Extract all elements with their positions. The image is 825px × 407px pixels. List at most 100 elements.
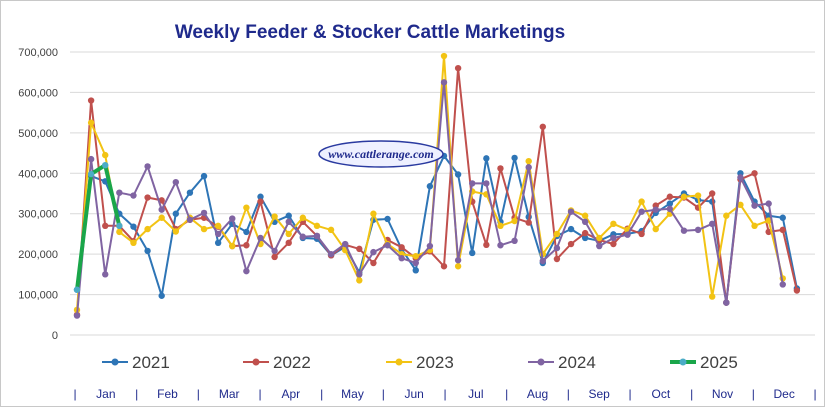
data-point	[581, 229, 589, 237]
data-point	[243, 242, 250, 249]
data-point	[581, 234, 589, 242]
data-point	[567, 225, 575, 233]
data-point	[610, 220, 617, 228]
data-point	[299, 233, 307, 240]
legend-swatch-marker	[252, 358, 260, 366]
data-point	[271, 247, 278, 255]
series-2023	[73, 52, 786, 314]
data-point	[737, 174, 744, 181]
data-point	[694, 226, 702, 234]
data-point	[680, 193, 688, 200]
month-label: Feb	[157, 387, 178, 401]
data-point	[454, 64, 462, 72]
data-point	[313, 232, 321, 240]
data-point	[483, 155, 490, 162]
data-point	[483, 180, 490, 187]
month-label: Apr	[281, 387, 300, 401]
data-point	[525, 164, 532, 171]
data-point	[751, 222, 758, 230]
data-point	[285, 212, 292, 219]
month-label: Jul	[468, 387, 483, 401]
month-separator: |	[197, 387, 200, 401]
month-label: May	[341, 387, 364, 401]
month-label: Sep	[588, 387, 610, 401]
month-label: Mar	[219, 387, 240, 401]
data-point	[172, 210, 180, 217]
data-point	[356, 277, 363, 284]
data-point	[341, 240, 349, 248]
data-point	[638, 208, 645, 215]
data-point	[285, 239, 292, 247]
data-point	[680, 227, 688, 234]
y-tick-label: 100,000	[18, 290, 58, 302]
data-point	[624, 231, 631, 238]
data-point	[285, 218, 292, 225]
month-separator: |	[505, 387, 508, 401]
data-point	[737, 201, 744, 209]
data-point	[214, 230, 222, 238]
data-point	[172, 228, 180, 235]
data-point	[356, 245, 363, 253]
data-point	[144, 163, 151, 170]
data-point	[638, 198, 645, 205]
y-tick-label: 500,000	[18, 128, 58, 140]
y-tick-label: 400,000	[18, 168, 58, 180]
y-tick-label: 700,000	[18, 47, 58, 59]
month-label: Dec	[773, 387, 794, 401]
legend-swatch-marker	[537, 358, 545, 366]
data-point	[313, 222, 321, 230]
legend-swatch-marker	[679, 358, 687, 366]
data-point	[257, 198, 264, 205]
data-point	[73, 286, 81, 293]
data-point	[454, 257, 462, 264]
legend: 2021 2022 2023 2024 2025	[102, 353, 738, 372]
data-point	[666, 205, 674, 213]
series-line	[76, 67, 798, 315]
month-separator: |	[258, 387, 261, 401]
data-point	[412, 252, 419, 260]
legend-item-2021: 2021	[102, 353, 170, 372]
data-point	[539, 257, 547, 265]
y-tick-label: 0	[52, 330, 58, 342]
legend-item-2023: 2023	[386, 353, 454, 372]
series-2025	[73, 162, 123, 293]
legend-item-2022: 2022	[243, 353, 311, 372]
data-point	[144, 225, 151, 233]
data-point	[779, 226, 786, 234]
data-point	[666, 200, 674, 207]
data-point	[186, 189, 194, 196]
data-point	[102, 271, 109, 278]
grid-lines	[70, 51, 815, 336]
legend-label: 2021	[132, 353, 170, 372]
data-point	[553, 244, 561, 252]
data-point	[186, 216, 194, 223]
data-point	[638, 230, 645, 238]
data-point	[299, 214, 307, 221]
data-point	[229, 215, 236, 222]
data-point	[581, 218, 589, 225]
data-point	[285, 230, 292, 238]
legend-label: 2023	[416, 353, 454, 372]
legend-label: 2022	[273, 353, 311, 372]
data-point	[257, 193, 264, 200]
data-point	[567, 240, 575, 248]
data-point	[454, 263, 462, 270]
x-axis-months: | | | | | | | | | | | | | Jan Feb Mar Apr May Jun Jul Aug Sep…	[73, 387, 816, 401]
legend-swatch-marker	[111, 358, 119, 366]
data-point	[765, 217, 772, 224]
series-2022	[73, 64, 801, 318]
month-label: Jun	[404, 387, 423, 401]
data-point	[694, 192, 702, 199]
series-layer	[73, 52, 801, 319]
data-point	[666, 193, 674, 200]
month-separator: |	[752, 387, 755, 401]
data-point	[454, 171, 462, 178]
data-point	[708, 220, 716, 228]
data-point	[370, 210, 377, 217]
data-point	[610, 240, 617, 248]
data-point	[497, 165, 504, 172]
data-point	[483, 241, 490, 249]
data-point	[370, 259, 377, 267]
legend-item-2025: 2025	[670, 353, 738, 372]
